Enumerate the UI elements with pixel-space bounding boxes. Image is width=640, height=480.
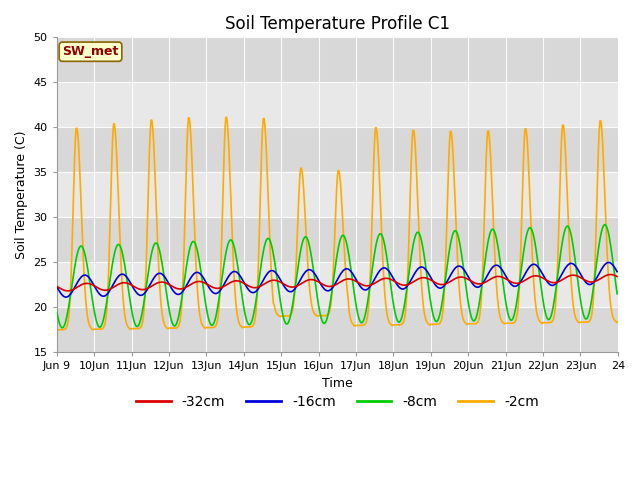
Bar bbox=[57, 307, 618, 352]
Bar bbox=[57, 262, 618, 307]
Bar bbox=[57, 217, 618, 262]
Bar bbox=[57, 172, 618, 217]
Title: Soil Temperature Profile C1: Soil Temperature Profile C1 bbox=[225, 15, 450, 33]
Legend: -32cm, -16cm, -8cm, -2cm: -32cm, -16cm, -8cm, -2cm bbox=[131, 389, 544, 415]
Text: SW_met: SW_met bbox=[62, 45, 118, 58]
Bar bbox=[57, 82, 618, 127]
Y-axis label: Soil Temperature (C): Soil Temperature (C) bbox=[15, 131, 28, 259]
Bar bbox=[57, 127, 618, 172]
X-axis label: Time: Time bbox=[322, 377, 353, 390]
Bar bbox=[57, 37, 618, 82]
